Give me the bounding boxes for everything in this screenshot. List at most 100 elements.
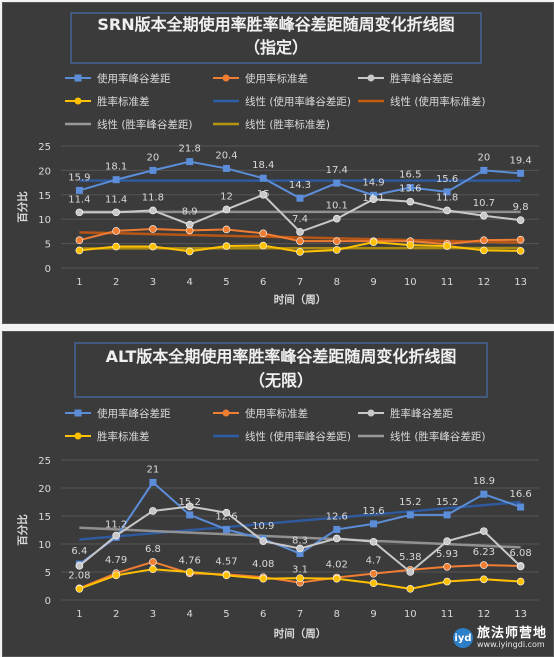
data-point	[259, 574, 268, 583]
legend-entry: 线性 (胜率标准差)	[213, 118, 330, 131]
legend-label: 线性 (胜率峰谷差距)	[97, 118, 193, 131]
data-point	[480, 561, 488, 569]
data-label: 4.02	[326, 559, 348, 570]
data-point	[369, 537, 378, 546]
data-label: 3.1	[292, 565, 308, 576]
x-tick-label: 2	[113, 609, 119, 620]
legend-entry: 线性 (使用率峰谷差距)	[213, 430, 351, 443]
data-label: 18.4	[252, 160, 274, 171]
x-tick-label: 13	[514, 277, 527, 288]
legend-swatch-marker	[367, 74, 375, 82]
data-label: 11.8	[436, 192, 458, 203]
legend-entry: 使用率标准差	[213, 407, 308, 420]
data-label: 14.3	[289, 180, 311, 191]
data-point	[443, 242, 451, 250]
data-point	[75, 208, 84, 217]
data-point	[406, 197, 415, 206]
data-point	[369, 238, 378, 246]
data-point	[406, 183, 414, 191]
data-point	[369, 569, 378, 578]
data-label: 17.4	[326, 165, 348, 176]
y-tick-label: 0	[45, 596, 51, 607]
data-point	[443, 577, 451, 586]
data-point	[185, 220, 194, 229]
data-label: 15.2	[179, 497, 201, 508]
x-tick-label: 2	[113, 277, 119, 288]
data-label: 13.6	[362, 506, 384, 517]
y-tick-label: 5	[45, 568, 51, 579]
data-point	[259, 241, 268, 250]
data-point	[370, 191, 378, 199]
data-point	[222, 205, 231, 214]
data-label: 16.6	[509, 489, 531, 500]
chart-subtitle: （指定）	[244, 38, 308, 57]
legend-label: 胜率标准差	[97, 430, 150, 443]
data-point	[443, 511, 451, 519]
data-label: 21	[147, 464, 160, 475]
y-tick-label: 10	[38, 540, 51, 551]
data-label: 7.4	[292, 214, 308, 225]
data-point	[185, 247, 194, 256]
data-point	[332, 237, 341, 245]
data-label: 10.9	[252, 521, 274, 532]
chart-title-box	[70, 12, 482, 64]
legend-label: 线性 (胜率标准差)	[245, 118, 330, 131]
chart-title: SRN版本全期使用率胜率峰谷差距随周变化折线图	[97, 15, 454, 34]
data-label: 12.6	[215, 511, 237, 522]
data-label: 10.1	[326, 201, 348, 212]
data-point	[296, 194, 304, 202]
data-label: 12	[220, 191, 233, 202]
x-tick-label: 3	[150, 277, 156, 288]
x-tick-label: 6	[260, 609, 266, 620]
data-point	[75, 236, 84, 244]
data-label: 19.4	[509, 155, 531, 166]
data-label: 11.2	[105, 519, 127, 530]
legend-swatch-marker	[74, 432, 82, 440]
data-point	[517, 503, 525, 511]
data-point	[75, 584, 84, 593]
data-label: 6.23	[473, 547, 495, 558]
data-point	[296, 228, 304, 236]
data-label: 15.2	[436, 497, 458, 508]
data-point	[406, 584, 415, 593]
x-tick-label: 11	[441, 609, 454, 620]
x-tick-label: 1	[76, 609, 82, 620]
x-tick-label: 9	[370, 277, 376, 288]
legend-label: 使用率峰谷差距	[97, 407, 171, 420]
legend-label: 胜率峰谷差距	[390, 407, 453, 420]
x-tick-label: 9	[370, 609, 376, 620]
data-point	[480, 246, 488, 255]
y-tick-label: 10	[38, 215, 51, 226]
data-point	[516, 247, 525, 255]
data-label: 6.4	[71, 546, 87, 557]
legend-entry: 线性 (使用率标准差)	[358, 95, 486, 108]
data-point	[149, 166, 157, 174]
data-label: 16.5	[399, 169, 421, 180]
data-label: 2.08	[68, 570, 90, 581]
y-tick-label: 20	[38, 484, 51, 495]
data-point	[296, 237, 304, 245]
data-point	[149, 478, 157, 486]
data-point	[149, 507, 157, 515]
x-tick-label: 5	[223, 609, 229, 620]
data-label: 8.3	[292, 536, 308, 547]
data-label: 15.9	[68, 172, 90, 183]
legend-swatch-marker	[74, 97, 82, 105]
data-label: 10.7	[473, 198, 495, 209]
x-tick-label: 5	[223, 277, 229, 288]
chart-title-box	[74, 342, 488, 398]
data-point	[186, 158, 194, 166]
legend-label: 线性 (胜率峰谷差距)	[390, 430, 486, 443]
data-label: 14.1	[362, 193, 384, 204]
data-label: 15.2	[399, 497, 421, 508]
data-point	[332, 574, 341, 583]
data-label: 4.79	[105, 555, 127, 566]
y-tick-label: 25	[38, 456, 51, 467]
data-point	[480, 527, 488, 535]
data-label: 15	[257, 189, 270, 200]
x-tick-label: 4	[187, 609, 193, 620]
data-label: 12.6	[326, 511, 348, 522]
data-point	[149, 558, 157, 566]
data-point	[296, 544, 304, 553]
data-point	[149, 565, 157, 573]
